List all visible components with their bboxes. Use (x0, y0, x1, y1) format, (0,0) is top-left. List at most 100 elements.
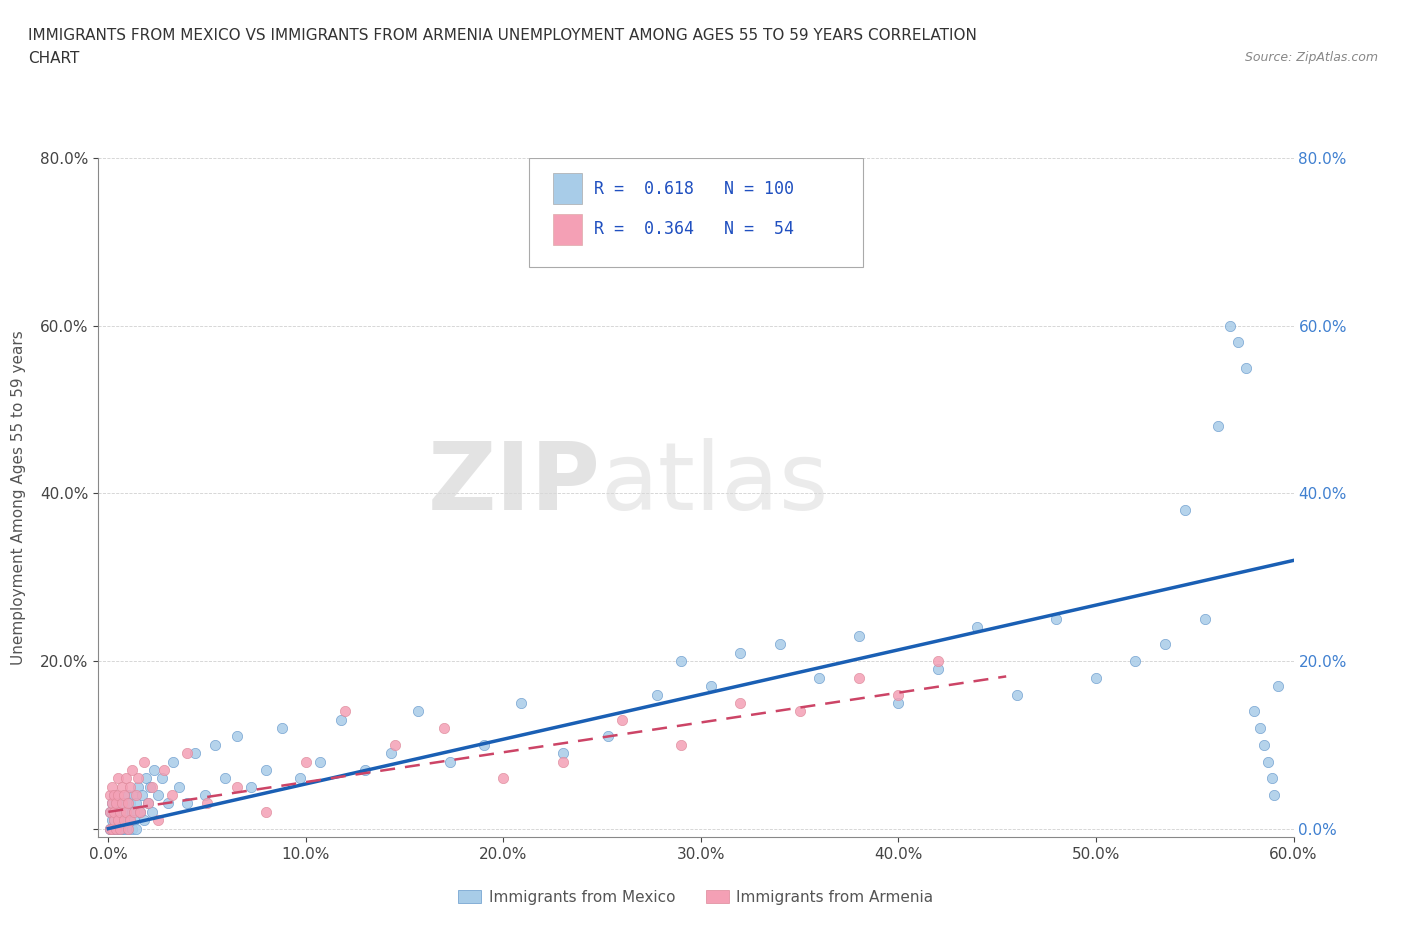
Point (118, 796, 141, 811)
Point (1227, 335, 1250, 350)
Point (1234, 360, 1257, 375)
Point (848, 629, 870, 644)
Point (1194, 612, 1216, 627)
Point (308, 754, 330, 769)
Point (335, 704, 357, 719)
Point (107, 804, 129, 819)
Point (108, 796, 131, 811)
Point (225, 729, 247, 744)
Point (132, 754, 155, 769)
Point (115, 813, 138, 828)
Point (669, 654, 692, 669)
Point (98, 821, 121, 836)
Point (117, 788, 139, 803)
Point (122, 813, 145, 828)
Point (107, 821, 129, 836)
Point (204, 737, 226, 752)
Point (107, 813, 129, 828)
Point (101, 821, 124, 836)
Point (127, 771, 149, 786)
Point (700, 679, 723, 694)
Point (98, 804, 121, 819)
Point (239, 779, 262, 794)
Point (101, 796, 124, 811)
Point (1263, 788, 1285, 803)
Point (115, 804, 138, 819)
Point (433, 721, 456, 736)
Point (194, 788, 217, 803)
Point (117, 796, 139, 811)
Point (103, 804, 125, 819)
Point (103, 813, 125, 828)
Point (105, 804, 128, 819)
Point (107, 771, 129, 786)
Point (330, 712, 353, 727)
Point (125, 788, 148, 803)
Point (108, 813, 131, 828)
Point (112, 813, 135, 828)
Point (112, 796, 135, 811)
Point (789, 704, 811, 719)
Point (156, 796, 179, 811)
Point (848, 671, 870, 685)
Point (887, 687, 910, 702)
Point (1219, 318, 1241, 333)
Point (610, 712, 633, 727)
Point (115, 771, 138, 786)
Point (551, 746, 574, 761)
Point (254, 804, 277, 819)
Point (108, 821, 131, 836)
Point (107, 788, 129, 803)
Point (115, 804, 138, 819)
Point (117, 821, 139, 836)
Point (98, 788, 121, 803)
Point (122, 788, 145, 803)
Point (1154, 637, 1177, 652)
Point (730, 645, 752, 660)
Point (111, 821, 134, 836)
Point (380, 746, 402, 761)
Point (1253, 737, 1275, 752)
Point (1208, 418, 1230, 433)
Point (111, 804, 134, 819)
Point (103, 813, 125, 828)
Point (112, 821, 135, 836)
Point (112, 788, 135, 803)
Point (1261, 771, 1284, 786)
Point (131, 788, 153, 803)
Point (121, 804, 143, 819)
Point (105, 821, 128, 836)
Point (98, 821, 121, 836)
Point (384, 737, 406, 752)
Bar (553, 214, 582, 245)
Point (1249, 721, 1271, 736)
Point (107, 813, 129, 828)
Point (108, 821, 131, 836)
Text: Source: ZipAtlas.com: Source: ZipAtlas.com (1244, 51, 1378, 64)
Point (254, 763, 277, 777)
Point (492, 771, 515, 786)
Point (118, 813, 141, 828)
Text: R =  0.618   N = 100: R = 0.618 N = 100 (595, 179, 794, 198)
Point (150, 771, 173, 786)
Point (101, 813, 124, 828)
Y-axis label: Unemployment Among Ages 55 to 59 years: Unemployment Among Ages 55 to 59 years (11, 330, 27, 665)
Point (1045, 612, 1067, 627)
Point (108, 804, 131, 819)
Point (152, 763, 174, 777)
Point (127, 779, 149, 794)
Point (354, 763, 377, 777)
Point (966, 620, 988, 635)
Text: CHART: CHART (28, 51, 80, 66)
Point (146, 788, 169, 803)
Point (135, 771, 157, 786)
Point (103, 788, 125, 803)
Point (111, 813, 134, 828)
Point (105, 796, 128, 811)
Bar (553, 173, 582, 204)
Point (125, 821, 148, 836)
Point (101, 821, 124, 836)
Point (214, 771, 236, 786)
Point (169, 779, 191, 794)
Point (125, 796, 148, 811)
